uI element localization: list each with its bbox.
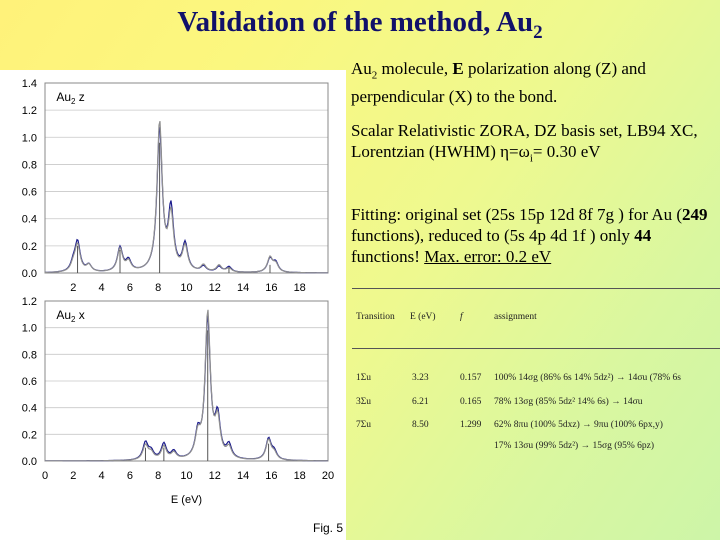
- panel1-xtick-label: 8: [155, 282, 161, 294]
- panel2-ytick-label: 0.0: [22, 456, 37, 468]
- row2-assignment: 78% 13σg (85% 5dz² 14% 6s) → 14σu: [494, 397, 643, 407]
- panel2-xtick-label: 4: [99, 470, 105, 482]
- table-top-rule: [352, 288, 720, 289]
- panel2-xtick-label: 2: [70, 470, 76, 482]
- panel2-ytick-label: 0.6: [22, 376, 37, 388]
- panel2-xtick-label: 18: [294, 470, 306, 482]
- panel2-ytick-label: 0.4: [22, 403, 37, 415]
- panel1-ytick-label: 1.2: [22, 105, 37, 117]
- slide-title: Validation of the method, Au2: [177, 6, 543, 43]
- row2-energy: 6.21: [412, 397, 429, 407]
- panel1-frame: [44, 82, 329, 274]
- panel2-ytick-label: 1.2: [22, 296, 37, 308]
- panel2-spectrum-line-2: [45, 309, 328, 462]
- figure-caption: Fig. 5: [313, 521, 344, 535]
- row3-energy: 8.50: [412, 420, 429, 430]
- panel1-ytick-label: 0.2: [22, 241, 37, 253]
- panel1-ytick-label: 0.6: [22, 187, 37, 199]
- description-fitting: Fitting: original set (25s 15p 12d 8f 7g…: [351, 205, 708, 266]
- panel1-ytick-label: 0.0: [22, 268, 37, 280]
- spectra-chart: 1.4 1.2 1.0 0.8 0.6 0.4 0.2 0.0 2 4 6 8 10 12 14 16 18 Au…: [22, 78, 334, 506]
- panel2-xtick-label: 20: [322, 470, 334, 482]
- row1-assignment: 100% 14σg (86% 6s 14% 5dz²) → 14σu (78% …: [494, 373, 681, 383]
- panel1-label: Au2 z: [56, 90, 84, 106]
- panel2-xtick-label: 0: [42, 470, 48, 482]
- description-molecule: Au2 molecule, E polarization along (Z) a…: [351, 59, 646, 107]
- header-f: f: [460, 312, 463, 322]
- description-method: Scalar Relativistic ZORA, DZ basis set, …: [351, 121, 698, 165]
- panel1-xtick-label: 10: [180, 282, 192, 294]
- panel2-label: Au2 x: [56, 308, 84, 324]
- panel2-xtick-label: 10: [180, 470, 192, 482]
- header-assignment: assignment: [494, 312, 537, 322]
- panel1-xtick-label: 14: [237, 282, 249, 294]
- panel1-xtick-label: 4: [99, 282, 105, 294]
- panel2-ytick-label: 0.8: [22, 349, 37, 361]
- row2-transition: 3Σu: [356, 397, 372, 407]
- panel2-ytick-label: 0.2: [22, 429, 37, 441]
- panel2-xtick-label: 8: [155, 470, 161, 482]
- row1-f: 0.157: [460, 373, 482, 383]
- header-energy: E (eV): [410, 312, 436, 322]
- panel2-frame: [44, 300, 329, 462]
- table-header-rule: [352, 348, 720, 349]
- row3-f: 1.299: [460, 420, 482, 430]
- panel2-xtick-label: 14: [237, 470, 249, 482]
- row1-energy: 3.23: [412, 373, 429, 383]
- panel2-xlabel: E (eV): [171, 494, 202, 506]
- panel2-ytick-label: 1.0: [22, 323, 37, 335]
- panel1-xtick-label: 6: [127, 282, 133, 294]
- panel1-ytick-label: 0.8: [22, 159, 37, 171]
- spectra-figure: 1.4 1.2 1.0 0.8 0.6 0.4 0.2 0.0 2 4 6 8 10 12 14 16 18 Au…: [0, 70, 346, 540]
- row2-f: 0.165: [460, 397, 482, 407]
- row4-assignment: 17% 13σu (99% 5dz²) → 15σg (95% 6pz): [494, 441, 655, 451]
- panel1-ytick-label: 1.4: [22, 78, 37, 90]
- header-transition: Transition: [356, 312, 395, 322]
- panel2-spectrum-line-1: [45, 315, 328, 462]
- panel1-ytick-label: 1.0: [22, 132, 37, 144]
- panel1-spectrum-line-2: [45, 121, 328, 274]
- row3-assignment: 62% 8πu (100% 5dxz) → 9πu (100% 6px,y): [494, 420, 663, 430]
- panel1-xtick-label: 2: [70, 282, 76, 294]
- row1-transition: 1Σu: [356, 373, 372, 383]
- panel2-xtick-label: 6: [127, 470, 133, 482]
- transition-table: Transition E (eV) f assignment 1Σu 3.23 …: [352, 288, 720, 453]
- panel1-xtick-label: 18: [294, 282, 306, 294]
- panel1-ytick-label: 0.4: [22, 214, 37, 226]
- row3-transition: 7Σu: [356, 420, 372, 430]
- panel2-xtick-label: 16: [265, 470, 277, 482]
- panel2-xtick-label: 12: [209, 470, 221, 482]
- panel1-xtick-label: 12: [209, 282, 221, 294]
- panel1-xtick-label: 16: [265, 282, 277, 294]
